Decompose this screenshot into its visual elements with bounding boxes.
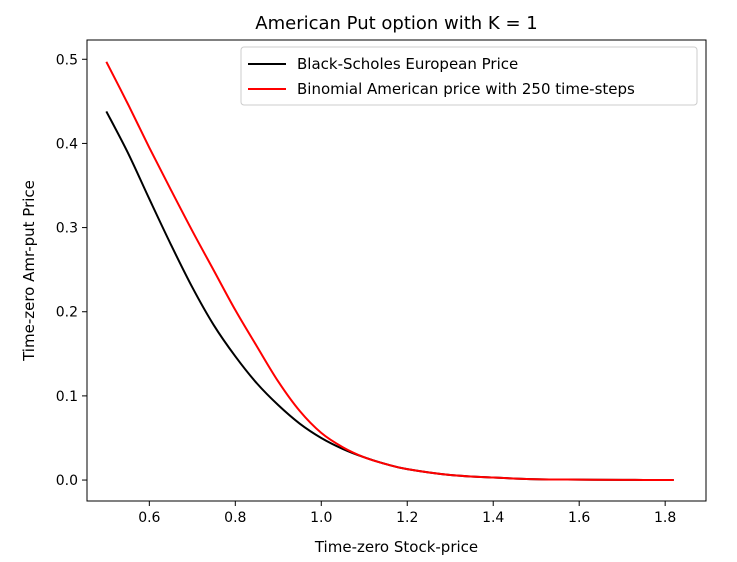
plot-frame [86,39,707,502]
y-tick-label: 0.0 [56,473,78,489]
x-tick-label: 0.8 [224,510,246,526]
y-tick-label: 0.5 [56,52,78,68]
x-tick-label: 1.8 [654,510,676,526]
y-axis: 0.0 0.1 0.2 0.3 0.4 0.5 [56,52,87,489]
chart-title: American Put option with K = 1 [255,13,537,34]
legend-box [240,46,698,106]
legend: Black-Scholes European Price Binomial Ame… [240,46,698,106]
x-tick-label: 0.6 [138,510,160,526]
x-axis-label: Time-zero Stock-price [314,538,478,556]
y-tick-label: 0.1 [56,389,78,405]
y-tick-label: 0.4 [56,136,78,152]
legend-label-2: Binomial American price with 250 time-st… [297,80,635,98]
legend-entries: Black-Scholes European Price Binomial Ame… [248,55,635,98]
x-tick-label: 1.2 [396,510,418,526]
series-line-2 [105,61,674,482]
x-tick-label: 1.6 [568,510,590,526]
y-tick-label: 0.2 [56,305,78,321]
plot-area [86,39,707,502]
x-tick-label: 1.0 [310,510,332,526]
series-layer [105,61,674,482]
x-axis: 0.6 0.8 1.0 1.2 1.4 1.6 1.8 [138,501,676,526]
x-tick-label: 1.4 [482,510,504,526]
y-tick-label: 0.3 [56,221,78,237]
legend-label-1: Black-Scholes European Price [297,55,518,73]
y-axis-label: Time-zero Amr-put Price [20,180,38,362]
